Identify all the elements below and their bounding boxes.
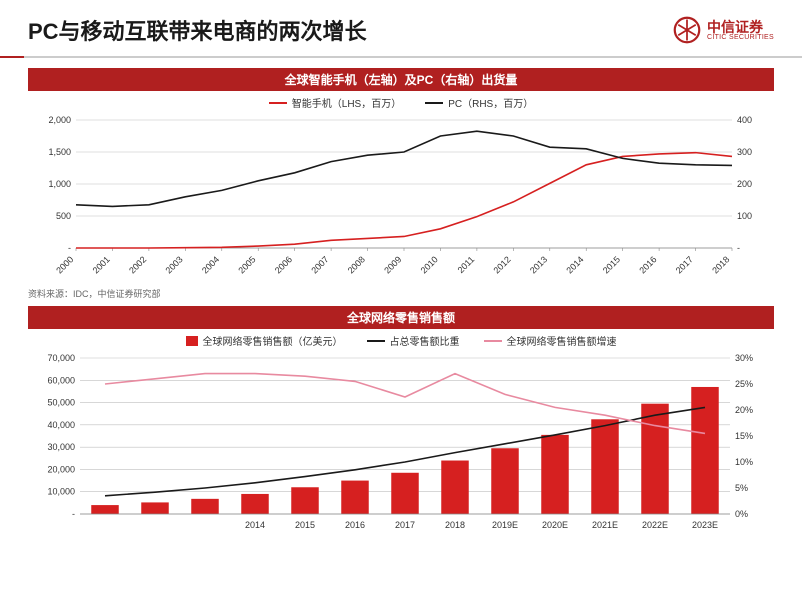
legend-item: PC（RHS，百万）	[425, 95, 533, 110]
chart2-area: - 10,000 20,000 30,000 40,000 50,000 60,000 70,…	[28, 352, 774, 542]
chart1-svg: - 500 1,000 1,500 2,000 - 100 200 300 400 2000 2001…	[28, 114, 774, 284]
svg-text:30,000: 30,000	[47, 442, 75, 452]
svg-text:2000: 2000	[54, 254, 75, 275]
chart2-legend: 全球网络零售销售额（亿美元） 占总零售额比重 全球网络零售销售额增速	[28, 329, 774, 352]
svg-text:30%: 30%	[735, 353, 753, 363]
legend-swatch-line	[484, 340, 502, 342]
source-line: 资料来源：IDC，中信证券研究部	[0, 284, 802, 306]
svg-text:2004: 2004	[200, 254, 221, 275]
svg-text:2019E: 2019E	[492, 520, 518, 530]
svg-text:2006: 2006	[273, 254, 294, 275]
svg-text:2002: 2002	[127, 254, 148, 275]
svg-text:2011: 2011	[456, 254, 477, 275]
svg-text:100: 100	[737, 211, 752, 221]
legend-item: 全球网络零售销售额（亿美元）	[186, 333, 343, 348]
legend-label: 全球网络零售销售额增速	[507, 333, 617, 348]
logo-cn: 中信证券	[707, 20, 774, 34]
svg-text:2005: 2005	[236, 254, 257, 275]
chart2-panel: 全球网络零售销售额 全球网络零售销售额（亿美元） 占总零售额比重 全球网络零售销…	[0, 306, 802, 542]
svg-text:400: 400	[737, 115, 752, 125]
svg-text:2022E: 2022E	[642, 520, 668, 530]
svg-text:2017: 2017	[395, 520, 415, 530]
svg-text:2009: 2009	[382, 254, 403, 275]
svg-text:50,000: 50,000	[47, 398, 75, 408]
svg-text:2003: 2003	[164, 254, 185, 275]
svg-text:2007: 2007	[309, 254, 330, 275]
svg-text:0%: 0%	[735, 509, 748, 519]
logo-en: CITIC SECURITIES	[707, 34, 774, 41]
svg-text:2016: 2016	[345, 520, 365, 530]
legend-label: 智能手机（LHS，百万）	[292, 95, 401, 110]
svg-text:2016: 2016	[637, 254, 658, 275]
header-rule	[0, 56, 802, 58]
legend-swatch-line	[269, 102, 287, 104]
svg-text:300: 300	[737, 147, 752, 157]
svg-text:10,000: 10,000	[47, 487, 75, 497]
svg-text:200: 200	[737, 179, 752, 189]
svg-text:5%: 5%	[735, 483, 748, 493]
chart1-title: 全球智能手机（左轴）及PC（右轴）出货量	[28, 68, 774, 91]
chart1-panel: 全球智能手机（左轴）及PC（右轴）出货量 智能手机（LHS，百万） PC（RHS…	[0, 68, 802, 284]
svg-text:2017: 2017	[674, 254, 695, 275]
page-title: PC与移动互联带来电商的两次增长	[28, 14, 367, 46]
svg-text:2015: 2015	[601, 254, 622, 275]
legend-item: 智能手机（LHS，百万）	[269, 95, 401, 110]
svg-text:15%: 15%	[735, 431, 753, 441]
legend-item: 占总零售额比重	[367, 333, 460, 348]
svg-text:500: 500	[56, 211, 71, 221]
logo-text: 中信证券 CITIC SECURITIES	[707, 20, 774, 41]
svg-text:2018: 2018	[445, 520, 465, 530]
svg-text:40,000: 40,000	[47, 420, 75, 430]
svg-text:-: -	[72, 509, 75, 519]
svg-text:2014: 2014	[245, 520, 265, 530]
svg-text:2010: 2010	[419, 254, 440, 275]
svg-text:20%: 20%	[735, 405, 753, 415]
legend-swatch-bar	[186, 336, 198, 346]
svg-text:2015: 2015	[295, 520, 315, 530]
chart2-svg: - 10,000 20,000 30,000 40,000 50,000 60,000 70,…	[28, 352, 774, 542]
chart2-title: 全球网络零售销售额	[28, 306, 774, 329]
svg-text:2013: 2013	[528, 254, 549, 275]
header: PC与移动互联带来电商的两次增长 中信证券 CITIC SECURITIES	[0, 0, 802, 54]
svg-text:10%: 10%	[735, 457, 753, 467]
logo: 中信证券 CITIC SECURITIES	[673, 16, 774, 44]
svg-text:2014: 2014	[564, 254, 585, 275]
legend-swatch-line	[425, 102, 443, 104]
svg-text:-: -	[68, 243, 71, 253]
legend-label: 占总零售额比重	[390, 333, 460, 348]
legend-label: PC（RHS，百万）	[448, 95, 533, 110]
chart1-legend: 智能手机（LHS，百万） PC（RHS，百万）	[28, 91, 774, 114]
svg-text:1,000: 1,000	[48, 179, 71, 189]
legend-item: 全球网络零售销售额增速	[484, 333, 617, 348]
svg-text:2,000: 2,000	[48, 115, 71, 125]
chart1-area: - 500 1,000 1,500 2,000 - 100 200 300 400 2000 2001…	[28, 114, 774, 284]
svg-text:1,500: 1,500	[48, 147, 71, 157]
svg-text:25%: 25%	[735, 379, 753, 389]
svg-text:2020E: 2020E	[542, 520, 568, 530]
svg-text:2018: 2018	[710, 254, 731, 275]
svg-text:2001: 2001	[91, 254, 112, 275]
svg-text:2012: 2012	[492, 254, 513, 275]
svg-text:2023E: 2023E	[692, 520, 718, 530]
citic-logo-icon	[673, 16, 701, 44]
svg-text:-: -	[737, 243, 740, 253]
legend-swatch-line	[367, 340, 385, 342]
svg-text:60,000: 60,000	[47, 375, 75, 385]
svg-text:70,000: 70,000	[47, 353, 75, 363]
svg-text:2008: 2008	[346, 254, 367, 275]
svg-text:2021E: 2021E	[592, 520, 618, 530]
legend-label: 全球网络零售销售额（亿美元）	[203, 333, 343, 348]
svg-text:20,000: 20,000	[47, 464, 75, 474]
